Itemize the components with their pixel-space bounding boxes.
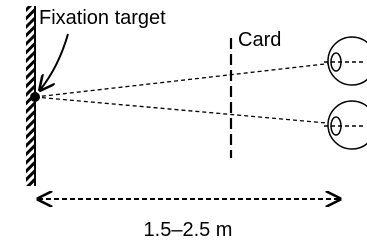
target-arrow (40, 34, 68, 90)
distance-label: 1.5–2.5 m (144, 219, 233, 241)
eye (324, 37, 367, 85)
sight-line (35, 97, 360, 126)
diagram: Fixation target Card 1.5–2.5 m (0, 0, 367, 242)
target-label: Fixation target (39, 7, 166, 29)
card-label: Card (238, 29, 281, 51)
eye (324, 101, 367, 149)
sight-line (35, 60, 360, 97)
